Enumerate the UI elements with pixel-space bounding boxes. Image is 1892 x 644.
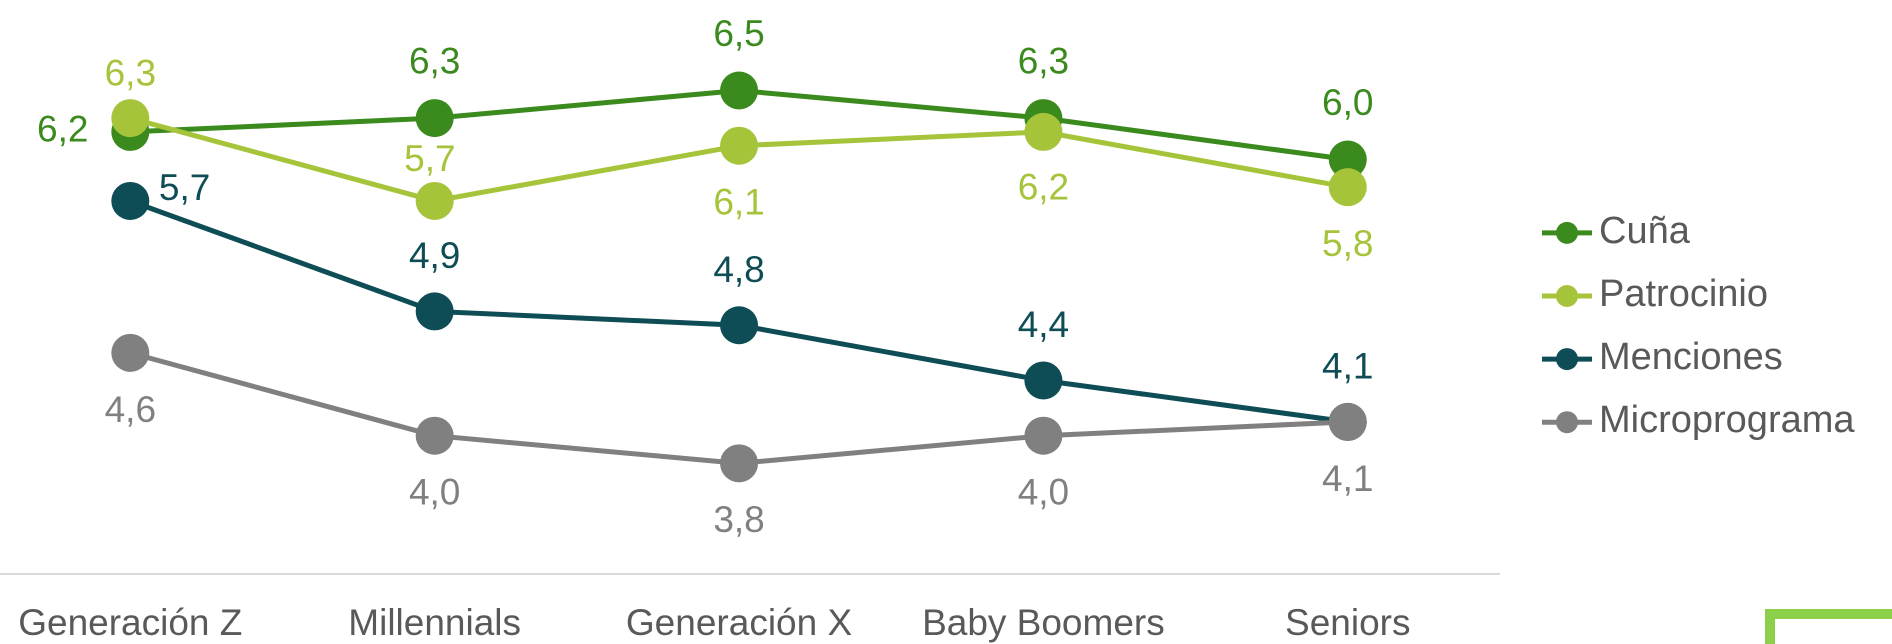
point	[111, 333, 150, 372]
legend-label: Microprograma	[1599, 399, 1855, 441]
data-label: 4,4	[1018, 304, 1069, 345]
data-label: 6,3	[409, 41, 460, 82]
data-label: 6,3	[105, 53, 156, 94]
x-tick-label: Generación Z	[18, 602, 242, 643]
data-label: 6,2	[1018, 167, 1069, 208]
point	[415, 99, 454, 138]
data-label: 6,5	[713, 13, 764, 54]
data-label: 4,8	[713, 249, 764, 290]
x-tick-label: Seniors	[1285, 602, 1410, 643]
data-label: 6,3	[1018, 41, 1069, 82]
legend-marker	[1556, 411, 1578, 434]
data-label: 6,0	[1322, 82, 1373, 123]
x-tick-label: Millennials	[348, 602, 521, 643]
point	[415, 292, 454, 331]
point	[1328, 168, 1367, 207]
point	[415, 416, 454, 455]
legend-marker	[1556, 348, 1578, 371]
point	[720, 126, 759, 165]
data-label: 4,0	[1018, 472, 1069, 513]
x-tick-label: Generación X	[626, 602, 852, 643]
point	[1024, 112, 1063, 151]
decor-box	[1765, 609, 1892, 644]
legend-marker	[1556, 284, 1578, 307]
point	[111, 181, 150, 220]
data-label: 4,6	[105, 389, 156, 430]
point	[1328, 402, 1367, 441]
point	[1024, 416, 1063, 455]
point	[1024, 361, 1063, 400]
data-label: 4,0	[409, 472, 460, 513]
data-label: 5,7	[159, 167, 210, 208]
legend-label: Patrocinio	[1599, 273, 1768, 315]
point	[415, 181, 454, 220]
point	[720, 71, 759, 110]
data-label: 5,8	[1322, 223, 1373, 264]
x-tick-label: Baby Boomers	[922, 602, 1165, 643]
data-label: 6,2	[37, 109, 88, 150]
legend-marker	[1556, 221, 1578, 244]
data-label: 6,1	[713, 182, 764, 223]
data-label: 3,8	[713, 499, 764, 540]
data-label: 4,9	[409, 235, 460, 276]
data-label: 5,7	[404, 138, 455, 179]
point	[111, 99, 150, 138]
point	[1328, 140, 1367, 179]
data-label: 4,1	[1322, 458, 1373, 499]
legend-label: Menciones	[1599, 336, 1783, 378]
data-label: 4,1	[1322, 346, 1373, 387]
point	[720, 444, 759, 483]
point	[720, 306, 759, 345]
legend-label: Cuña	[1599, 210, 1691, 252]
